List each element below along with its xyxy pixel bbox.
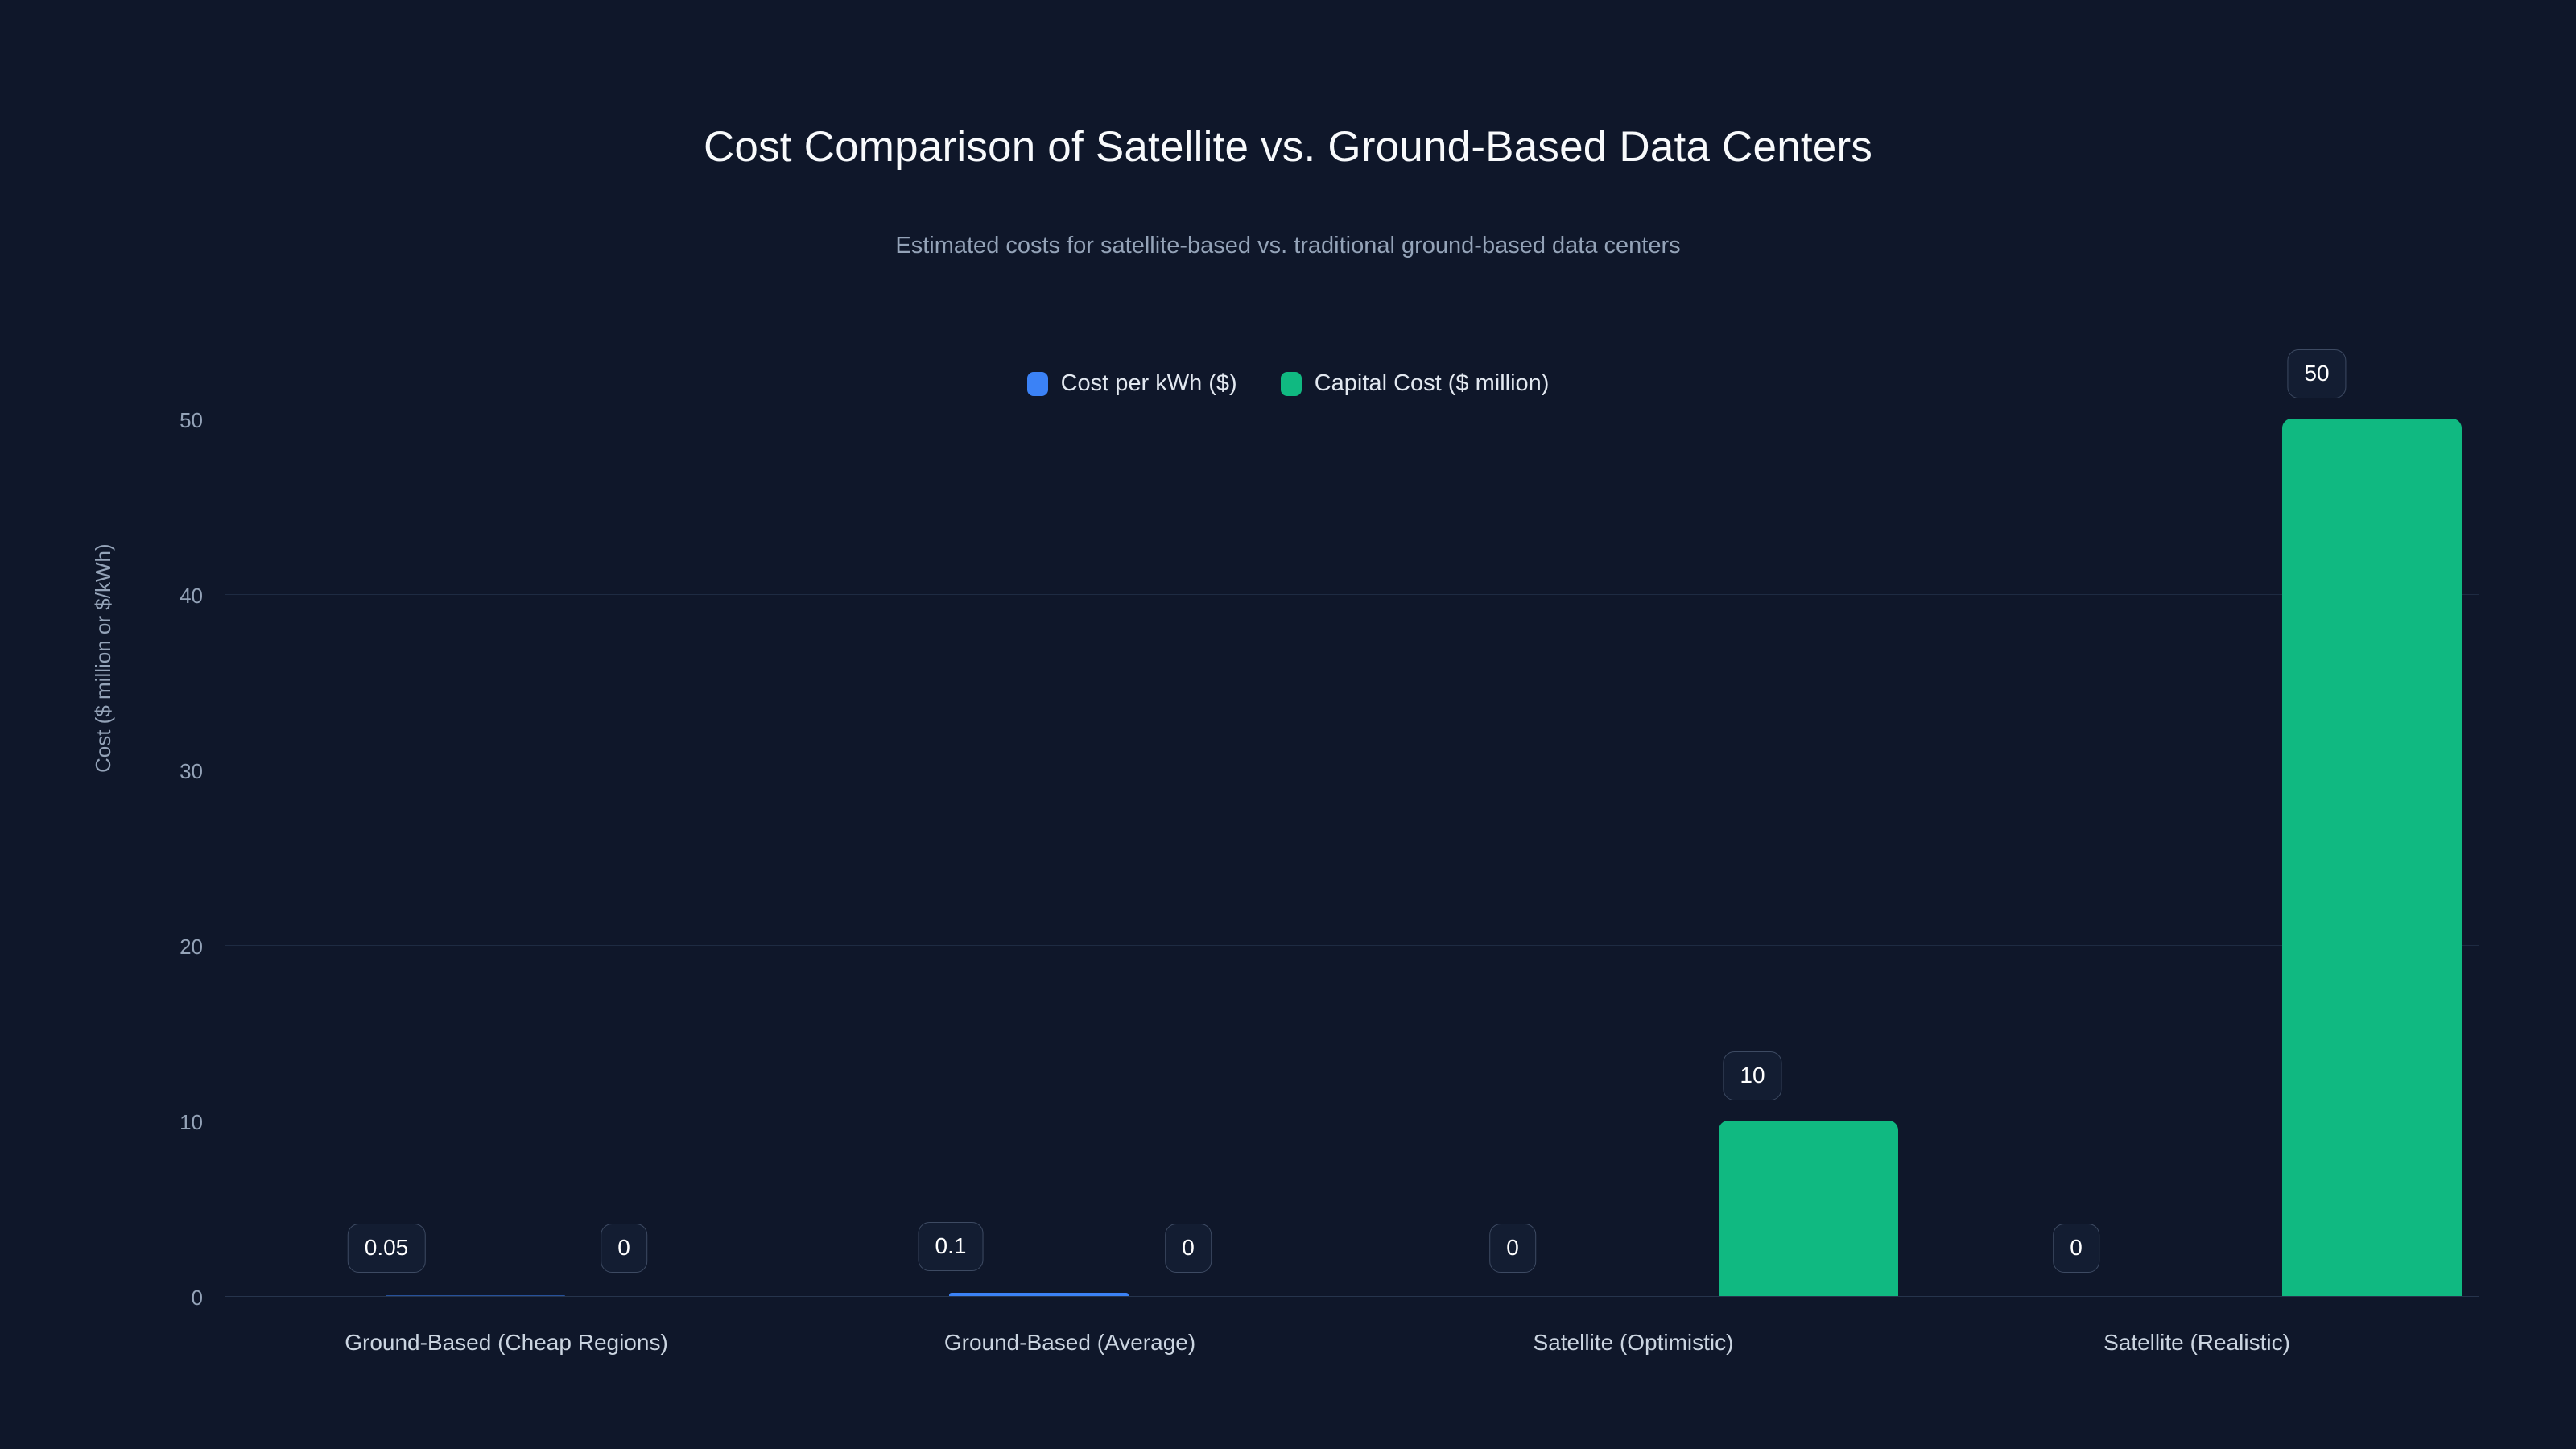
gridline-baseline-0 <box>225 1296 2479 1297</box>
data-label-optimistic-capital-cost: 10 <box>1723 1051 1782 1100</box>
data-label-cheap-regions-cost-per-kwh: 0.05 <box>347 1224 426 1273</box>
y-axis-title: Cost ($ million or $/kWh) <box>91 543 115 773</box>
x-tick-satellite-optimistic: Satellite (Optimistic) <box>1533 1330 1734 1355</box>
legend-item-cost-per-kwh[interactable]: Cost per kWh ($) <box>1026 370 1237 397</box>
bar-realistic-capital-cost[interactable] <box>2282 419 2462 1296</box>
chart-subtitle: Estimated costs for satellite-based vs. … <box>895 233 1681 258</box>
x-tick-ground-based-cheap-regions: Ground-Based (Cheap Regions) <box>345 1330 668 1355</box>
data-label-optimistic-cost-per-kwh: 0 <box>1489 1224 1536 1273</box>
legend-swatch-icon-green <box>1280 371 1302 396</box>
bar-cheap-regions-cost-per-kwh[interactable] <box>386 1295 565 1296</box>
y-tick-50: 50 <box>180 408 203 432</box>
y-tick-20: 20 <box>180 935 203 959</box>
x-tick-ground-based-average: Ground-Based (Average) <box>943 1330 1196 1355</box>
x-tick-satellite-realistic: Satellite (Realistic) <box>2103 1330 2290 1355</box>
data-label-average-cost-per-kwh: 0.1 <box>918 1222 984 1271</box>
y-tick-40: 40 <box>180 584 203 608</box>
legend-swatch-icon-blue <box>1026 371 1048 396</box>
data-label-realistic-capital-cost: 50 <box>2287 349 2347 398</box>
chart-title: Cost Comparison of Satellite vs. Ground-… <box>703 122 1873 171</box>
legend-label-capital-cost: Capital Cost ($ million) <box>1314 370 1550 396</box>
legend-label-cost-per-kwh: Cost per kWh ($) <box>1060 370 1237 396</box>
y-tick-10: 10 <box>180 1110 203 1134</box>
chart-legend: Cost per kWh ($) Capital Cost ($ million… <box>0 370 2576 397</box>
legend-item-capital-cost[interactable]: Capital Cost ($ million) <box>1280 370 1550 397</box>
bar-optimistic-capital-cost[interactable] <box>1719 1121 1898 1296</box>
gridline-40 <box>225 594 2479 595</box>
plot-area <box>225 419 2479 1297</box>
data-label-cheap-regions-capital-cost: 0 <box>601 1224 647 1273</box>
y-tick-30: 30 <box>180 759 203 783</box>
data-label-realistic-cost-per-kwh: 0 <box>2053 1224 2099 1273</box>
gridline-20 <box>225 945 2479 946</box>
data-label-average-capital-cost: 0 <box>1165 1224 1212 1273</box>
bar-average-cost-per-kwh[interactable] <box>949 1293 1129 1296</box>
y-tick-0: 0 <box>191 1286 203 1310</box>
